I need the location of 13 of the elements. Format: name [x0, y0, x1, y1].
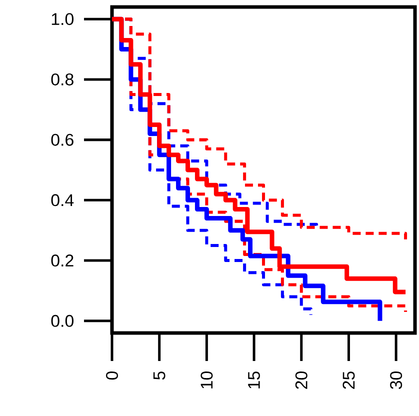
y-tick-label: 0.6 [51, 134, 74, 146]
y-tick-label: 0.2 [51, 254, 74, 267]
x-tick-label: 30 [390, 372, 402, 390]
y-tick-label: 0.0 [51, 314, 74, 327]
y-tick-label: 1.0 [52, 13, 74, 26]
x-tick-label: 20 [295, 372, 308, 389]
x-tick-label: 25 [342, 372, 355, 389]
x-tick-label: 15 [248, 372, 260, 388]
x-tick-label: 5 [153, 372, 166, 380]
x-tick-label: 10 [200, 372, 213, 388]
x-tick-label: 0 [106, 372, 118, 380]
y-tick-label: 0.8 [51, 73, 74, 86]
y-tick-label: 0.4 [51, 194, 74, 206]
